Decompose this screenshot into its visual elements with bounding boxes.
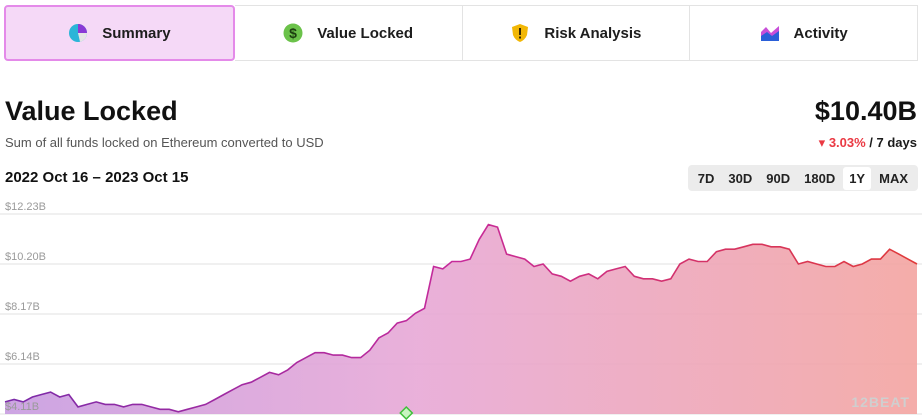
svg-text:$: $: [289, 25, 297, 41]
chart-points: [399, 405, 414, 420]
y-tick-label: $4.11B: [5, 401, 39, 413]
y-tick-label: $12.23B: [5, 201, 46, 213]
chart-series-line: [4, 223, 918, 413]
tab-label: Value Locked: [317, 24, 414, 42]
tab-risk-analysis[interactable]: Risk Analysis: [462, 5, 691, 61]
y-tick-label: $10.20B: [5, 251, 46, 263]
range-button-30d[interactable]: 30D: [728, 170, 753, 186]
range-button-180d[interactable]: 180D: [804, 170, 836, 186]
change-period: / 7 days: [865, 135, 917, 150]
tab-label: Summary: [102, 24, 171, 42]
y-tick-label: $6.14B: [5, 351, 40, 363]
chart-area-fill: [5, 224, 917, 414]
range-button-90d[interactable]: 90D: [766, 170, 791, 186]
date-range: 2022 Oct 16 – 2023 Oct 15: [5, 169, 189, 186]
total-value: $10.40B: [814, 96, 917, 126]
watermark-logo: 12BEAT: [851, 394, 910, 410]
value-change: ▾ 3.03% / 7 days: [819, 135, 917, 151]
event-marker: [399, 405, 414, 420]
change-arrow-icon: ▾: [818, 135, 826, 150]
y-tick-label: $8.17B: [5, 301, 40, 313]
range-button-7d[interactable]: 7D: [697, 170, 715, 186]
change-percent: 3.03%: [828, 135, 866, 150]
range-button-1y[interactable]: 1Y: [843, 166, 872, 190]
tab-bar: Summary $ Value Locked Risk Analysis Act…: [4, 5, 918, 61]
y-axis-ticks: $12.23B $10.20B $8.17B $6.14B $4.11B: [5, 201, 46, 413]
value-locked-chart: $12.23B $10.20B $8.17B $6.14B $4.11B: [0, 201, 922, 420]
tab-label: Risk Analysis: [544, 24, 642, 42]
tab-label: Activity: [793, 24, 848, 42]
range-button-max[interactable]: MAX: [879, 170, 908, 186]
shield-warning-icon: [512, 24, 529, 42]
range-selector: 7D 30D 90D 180D 1Y MAX: [687, 165, 918, 191]
page-subtitle: Sum of all funds locked on Ethereum conv…: [5, 135, 324, 150]
area-chart-icon: [760, 26, 779, 41]
dollar-coin-icon: $: [283, 23, 303, 43]
tab-summary[interactable]: Summary: [4, 5, 235, 61]
tab-activity[interactable]: Activity: [690, 5, 918, 61]
pie-chart-icon: [69, 24, 88, 42]
page-title: Value Locked: [5, 96, 178, 126]
tab-value-locked[interactable]: $ Value Locked: [234, 5, 463, 61]
